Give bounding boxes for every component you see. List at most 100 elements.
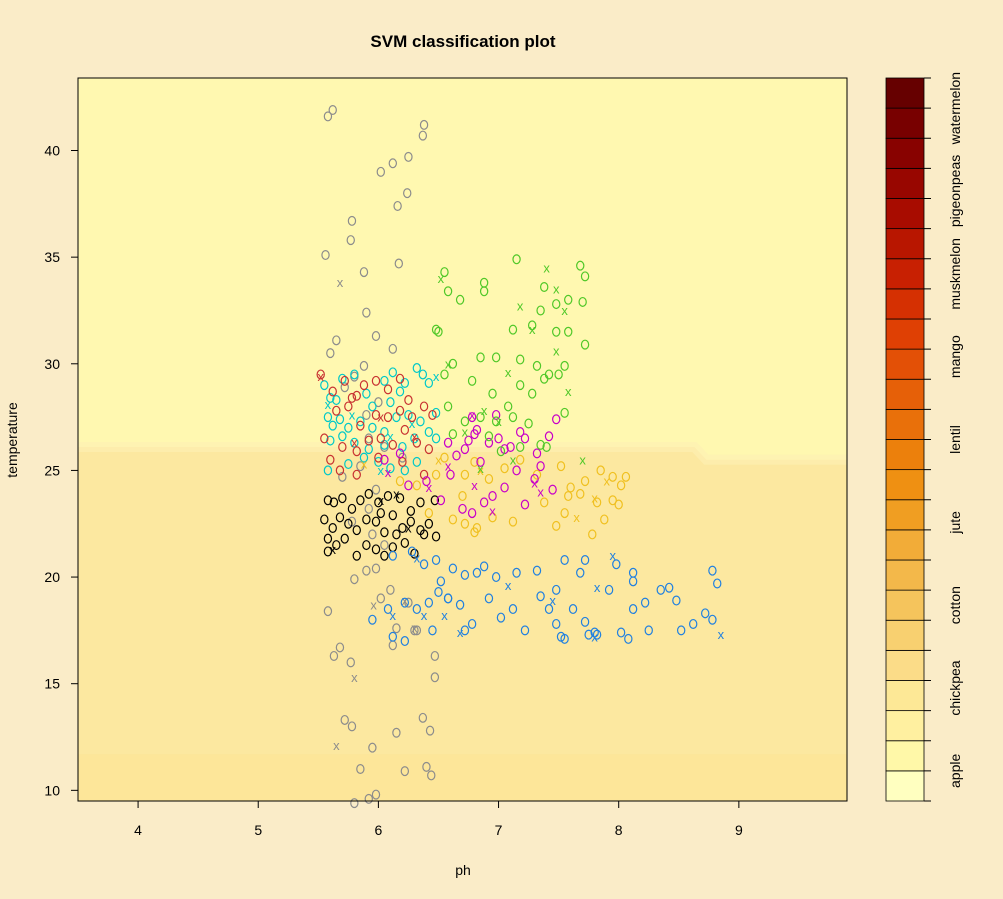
- support-point-o-6-27: [440, 369, 449, 380]
- support-point-o-7-37: [592, 629, 602, 640]
- support-point-o-0-42: [410, 625, 419, 636]
- support-point-o-4-30: [470, 527, 479, 538]
- support-point-o-0-16: [332, 335, 341, 346]
- support-point-o-7-12: [560, 554, 569, 565]
- support-point-o-0-18: [388, 343, 398, 354]
- support-point-o-2-18: [338, 441, 347, 452]
- support-vector-x-0-4: x: [402, 593, 409, 608]
- support-point-o-5-23: [472, 424, 482, 435]
- support-point-o-6-47: [542, 441, 551, 452]
- support-point-o-7-60: [544, 604, 554, 615]
- legend-swatch-16: [885, 288, 925, 320]
- support-point-o-0-51: [340, 714, 349, 725]
- support-point-o-2-24: [412, 437, 422, 448]
- x-tick-label-2: 6: [374, 822, 382, 838]
- support-point-o-6-32: [527, 388, 537, 399]
- support-point-o-7-57: [560, 633, 569, 644]
- support-vector-x-5-2: x: [471, 478, 478, 493]
- y-tick-label-1: 15: [44, 676, 60, 692]
- support-point-o-4-23: [564, 491, 573, 502]
- y-axis-label: temperature: [4, 402, 20, 478]
- legend-swatch-19: [885, 198, 925, 230]
- support-point-o-7-25: [434, 586, 443, 597]
- legend-swatch-6: [885, 589, 925, 621]
- x-tick-label-5: 9: [735, 822, 743, 838]
- support-point-o-1-0: [320, 380, 329, 391]
- support-point-o-2-14: [395, 405, 405, 416]
- legend-swatch-18: [885, 228, 925, 260]
- support-point-o-1-12: [386, 397, 395, 408]
- support-vector-x-6-3: x: [529, 322, 536, 337]
- support-vector-x-2-3: x: [411, 429, 418, 444]
- support-point-o-7-4: [436, 576, 446, 587]
- support-point-o-6-29: [488, 388, 497, 399]
- support-vector-x-6-0: x: [438, 271, 445, 286]
- support-point-o-7-17: [664, 582, 674, 593]
- support-point-o-7-40: [628, 604, 638, 615]
- support-point-o-0-38: [376, 593, 385, 604]
- support-point-o-0-23: [362, 409, 371, 420]
- support-point-o-3-21: [398, 523, 407, 534]
- support-point-o-7-41: [640, 597, 650, 608]
- legend-swatch-22: [885, 107, 925, 139]
- support-point-o-6-2: [455, 294, 465, 305]
- support-point-o-5-4: [436, 495, 446, 506]
- legend-label-cotton: cotton: [947, 586, 963, 624]
- support-point-o-7-30: [496, 612, 506, 623]
- support-point-o-6-41: [536, 439, 545, 450]
- support-point-o-7-56: [590, 627, 599, 638]
- legend-swatch-15: [885, 318, 925, 350]
- support-point-o-7-51: [584, 629, 593, 640]
- support-point-o-3-10: [416, 497, 425, 508]
- support-point-o-0-49: [430, 672, 440, 683]
- support-vector-x-0-2: x: [333, 738, 340, 753]
- support-point-o-1-5: [368, 401, 377, 412]
- support-point-o-6-36: [460, 416, 470, 427]
- support-point-o-5-19: [536, 461, 545, 472]
- support-point-o-0-36: [371, 563, 381, 574]
- support-point-o-4-34: [621, 471, 631, 482]
- support-vector-x-6-12: x: [510, 452, 517, 467]
- support-point-o-7-7: [472, 567, 482, 578]
- support-point-o-0-48: [346, 657, 355, 668]
- support-vector-x-4-3: x: [591, 491, 598, 506]
- support-point-o-5-20: [544, 431, 554, 442]
- support-point-o-6-45: [515, 441, 525, 452]
- support-point-o-0-57: [422, 761, 431, 772]
- support-point-o-5-13: [494, 433, 503, 444]
- support-point-o-0-32: [368, 529, 377, 540]
- support-vector-x-6-10: x: [495, 414, 502, 429]
- support-point-o-5-5: [443, 437, 453, 448]
- support-point-o-1-7: [388, 367, 398, 378]
- support-point-o-7-13: [576, 567, 585, 578]
- support-point-o-7-32: [520, 625, 530, 636]
- support-point-o-4-22: [552, 520, 561, 531]
- support-point-o-2-5: [371, 375, 381, 386]
- support-point-o-1-13: [395, 386, 405, 397]
- support-point-o-2-12: [371, 409, 381, 420]
- plot-frame: [77, 77, 848, 802]
- support-point-o-7-11: [552, 584, 561, 595]
- support-vector-x-7-6: x: [549, 593, 556, 608]
- support-vector-x-6-11: x: [481, 403, 488, 418]
- support-vector-x-1-1: x: [349, 407, 356, 422]
- support-point-o-1-9: [412, 363, 422, 374]
- legend-swatch-11: [885, 439, 925, 471]
- support-point-o-6-19: [580, 339, 590, 350]
- support-point-o-4-27: [614, 499, 623, 510]
- support-point-o-0-14: [362, 307, 371, 318]
- support-point-o-4-4: [460, 469, 470, 480]
- support-point-o-5-3: [422, 476, 431, 487]
- support-point-o-5-31: [446, 469, 455, 480]
- support-point-o-6-16: [536, 305, 545, 316]
- support-point-o-1-4: [350, 369, 359, 380]
- legend-swatch-2: [885, 710, 925, 742]
- support-point-o-5-8: [464, 435, 473, 446]
- support-point-o-6-35: [443, 401, 453, 412]
- support-point-o-7-31: [508, 604, 518, 615]
- support-point-o-7-43: [672, 595, 681, 606]
- support-vector-x-7-10: x: [441, 608, 448, 623]
- support-point-o-5-11: [484, 437, 494, 448]
